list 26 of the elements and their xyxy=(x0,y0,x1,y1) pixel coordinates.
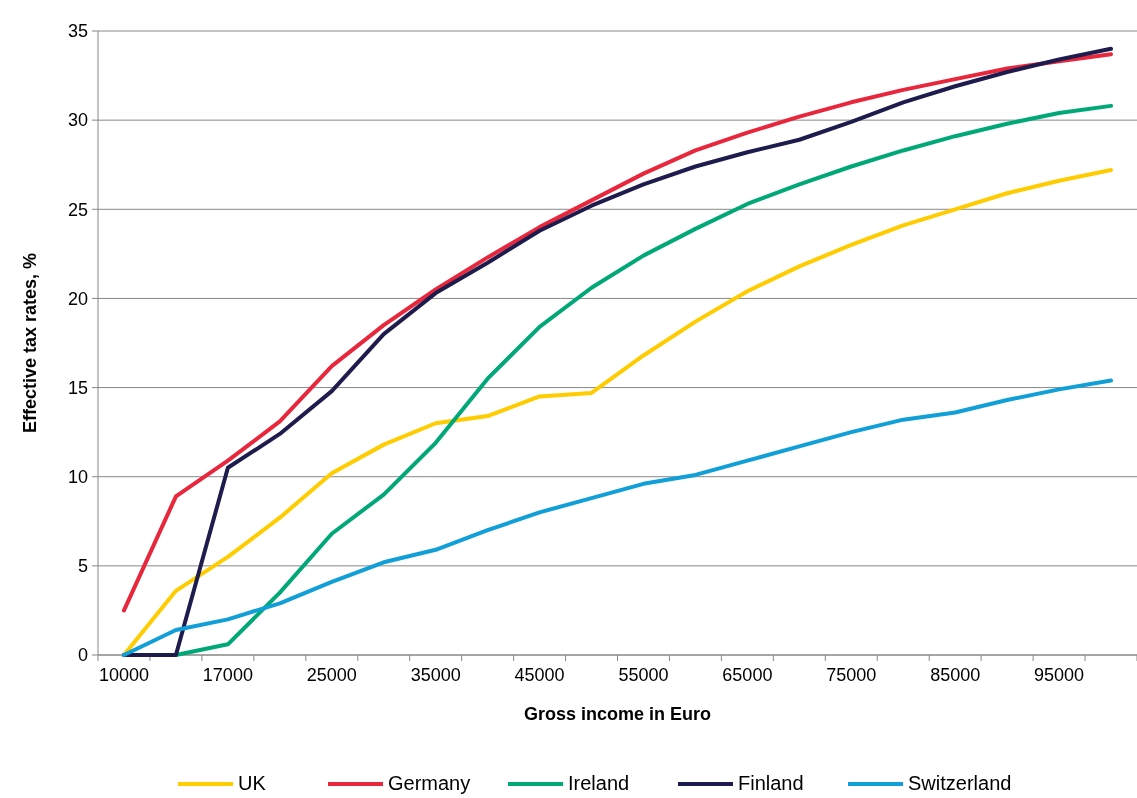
line-series xyxy=(121,378,1114,657)
y-tick-label: 30 xyxy=(67,110,88,131)
x-tick-label: 10000 xyxy=(98,665,150,685)
y-tick-label: 15 xyxy=(67,377,88,398)
legend-label: Finland xyxy=(738,772,804,794)
x-tick-label: 25000 xyxy=(306,665,357,685)
y-axis-title: Effective tax rates, % xyxy=(20,252,40,434)
legend-label: UK xyxy=(238,772,267,794)
y-tick-label: 10 xyxy=(67,467,88,488)
legend-label: Germany xyxy=(388,772,471,794)
legend-label: Ireland xyxy=(568,772,630,794)
y-tick-label: 0 xyxy=(77,645,88,666)
x-tick-label: 85000 xyxy=(930,665,981,685)
legend-label: Switzerland xyxy=(908,772,1012,794)
x-tick-label: 35000 xyxy=(410,665,461,685)
x-tick-label: 17000 xyxy=(202,665,253,685)
x-tick-label: 55000 xyxy=(618,665,669,685)
x-tick-label: 65000 xyxy=(722,665,773,685)
x-tick-label: 75000 xyxy=(826,665,877,685)
x-axis-title: Gross income in Euro xyxy=(523,704,712,724)
x-tick-label: 95000 xyxy=(1034,665,1085,685)
y-tick-label: 5 xyxy=(77,556,88,577)
x-tick-label: 45000 xyxy=(514,665,565,685)
y-tick-label: 35 xyxy=(67,21,88,42)
y-tick-label: 25 xyxy=(67,199,88,220)
y-tick-label: 20 xyxy=(67,288,88,309)
